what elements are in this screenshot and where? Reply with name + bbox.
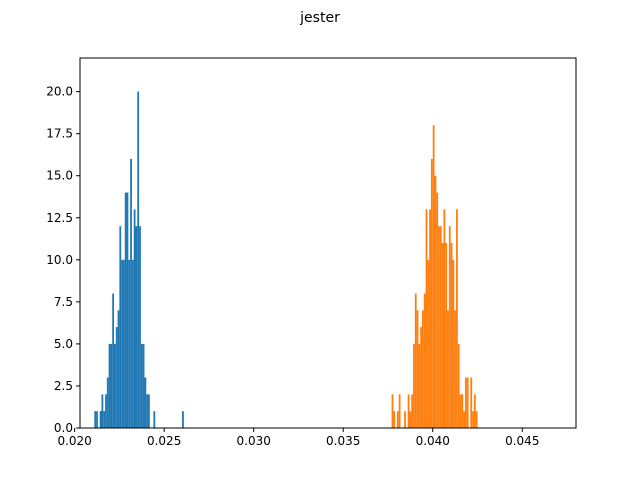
histogram-bar-series-1 <box>124 192 127 428</box>
histogram-bar-series-1 <box>103 411 106 428</box>
histogram-bar-series-2 <box>391 394 394 428</box>
histogram-bar-series-2 <box>396 411 399 428</box>
histogram-bar-series-2 <box>393 411 396 428</box>
bars-layer <box>94 91 478 429</box>
histogram-bar-series-2 <box>457 343 460 428</box>
histogram-bar-series-2 <box>441 243 444 428</box>
y-tick-label: 2.5 <box>54 379 73 393</box>
y-tick-label: 15.0 <box>46 169 73 183</box>
histogram-bar-series-1 <box>105 394 107 428</box>
histogram-bar-series-1 <box>128 259 131 428</box>
histogram-bar-series-1 <box>135 226 138 428</box>
histogram-bar-series-2 <box>413 343 415 428</box>
x-tick-label: 0.040 <box>416 434 450 448</box>
histogram-bar-series-1 <box>122 259 125 428</box>
x-tick-label: 0.035 <box>326 434 360 448</box>
histogram-bar-series-2 <box>472 411 474 428</box>
histogram-bar-series-2 <box>470 377 473 428</box>
histogram-bar-series-2 <box>420 327 423 428</box>
histogram-bar-series-1 <box>108 343 111 428</box>
histogram-bar-series-1 <box>101 394 104 428</box>
histogram-bar-series-2 <box>436 192 439 428</box>
histogram-bar-series-1 <box>137 91 140 428</box>
histogram-bar-series-2 <box>404 411 406 428</box>
histogram-bar-series-2 <box>407 394 410 428</box>
histogram-bar-series-2 <box>459 394 462 428</box>
histogram-bar-series-1 <box>99 411 102 428</box>
x-tick-label: 0.030 <box>237 434 271 448</box>
histogram-bar-series-2 <box>448 226 451 428</box>
histogram-bar-series-1 <box>110 343 113 428</box>
histogram-bar-series-2 <box>434 175 437 428</box>
histogram-bar-series-1 <box>140 343 143 428</box>
histogram-bar-series-1 <box>139 226 141 428</box>
histogram-bar-series-1 <box>146 394 149 428</box>
histogram-bar-series-2 <box>461 394 464 428</box>
histogram-bar-series-1 <box>131 259 134 428</box>
histogram-bar-series-1 <box>142 343 145 428</box>
histogram-bar-series-2 <box>454 310 457 428</box>
x-tick-label: 0.045 <box>505 434 539 448</box>
histogram-bar-series-1 <box>112 293 115 428</box>
histogram-bar-series-1 <box>121 259 123 428</box>
histogram-bar-series-1 <box>119 226 122 428</box>
chart-title: jester <box>299 10 340 26</box>
histogram-bar-series-1 <box>130 158 132 428</box>
histogram-bar-series-2 <box>445 243 448 428</box>
y-tick-label: 17.5 <box>46 127 73 141</box>
y-tick-label: 20.0 <box>46 85 73 99</box>
histogram-bar-series-2 <box>443 209 446 428</box>
histogram-bar-series-1 <box>182 411 184 428</box>
histogram-bar-series-2 <box>450 243 453 428</box>
histogram-bar-series-2 <box>414 293 417 428</box>
x-tick-label: 0.025 <box>147 434 181 448</box>
histogram-bar-series-2 <box>418 343 421 428</box>
histogram-bar-series-2 <box>473 394 476 428</box>
histogram-bar-series-1 <box>133 209 136 428</box>
y-tick-label: 10.0 <box>46 253 73 267</box>
histogram-bar-series-2 <box>425 209 428 428</box>
histogram-bar-series-2 <box>416 310 419 428</box>
histogram-bar-series-2 <box>452 259 455 428</box>
x-tick-label: 0.020 <box>57 434 91 448</box>
histogram-bar-series-2 <box>427 259 430 428</box>
histogram-bar-series-1 <box>117 310 120 428</box>
histogram-bar-series-1 <box>144 377 147 428</box>
histogram-bar-series-2 <box>439 226 442 428</box>
histogram-bar-series-2 <box>429 209 431 428</box>
y-tick-label: 12.5 <box>46 211 73 225</box>
histogram-bar-series-2 <box>475 411 478 428</box>
histogram-bar-series-2 <box>398 394 401 428</box>
histogram-bar-series-2 <box>432 125 435 429</box>
histogram-bar-series-1 <box>114 343 116 428</box>
histogram-bar-series-1 <box>126 192 129 428</box>
histogram-bar-series-2 <box>464 377 467 428</box>
histogram-bar-series-2 <box>422 310 424 428</box>
y-axis: 0.0 2.5 5.0 7.5 10.0 12.5 15.0 17.5 20.0 <box>46 85 80 435</box>
histogram-bar-series-2 <box>438 226 440 428</box>
y-tick-label: 5.0 <box>54 337 73 351</box>
histogram-bar-series-2 <box>463 411 465 428</box>
histogram-bar-series-2 <box>430 158 433 428</box>
histogram-bar-series-2 <box>447 310 449 428</box>
histogram-bar-series-1 <box>115 327 118 428</box>
y-tick-label: 0.0 <box>54 421 73 435</box>
histogram-bar-series-1 <box>106 377 109 428</box>
histogram-bar-series-1 <box>94 411 97 428</box>
histogram-bar-series-1 <box>148 394 150 428</box>
histogram-bar-series-1 <box>96 411 98 428</box>
histogram-bar-series-2 <box>466 377 469 428</box>
histogram-bar-series-2 <box>456 209 458 428</box>
histogram-bar-series-2 <box>409 411 412 428</box>
histogram-bar-series-2 <box>423 293 426 428</box>
histogram-bar-series-2 <box>411 394 414 428</box>
x-axis: 0.020 0.025 0.030 0.035 0.040 0.045 <box>57 428 539 448</box>
histogram-bar-series-1 <box>153 411 156 428</box>
y-tick-label: 7.5 <box>54 295 73 309</box>
axes-frame <box>79 57 577 429</box>
